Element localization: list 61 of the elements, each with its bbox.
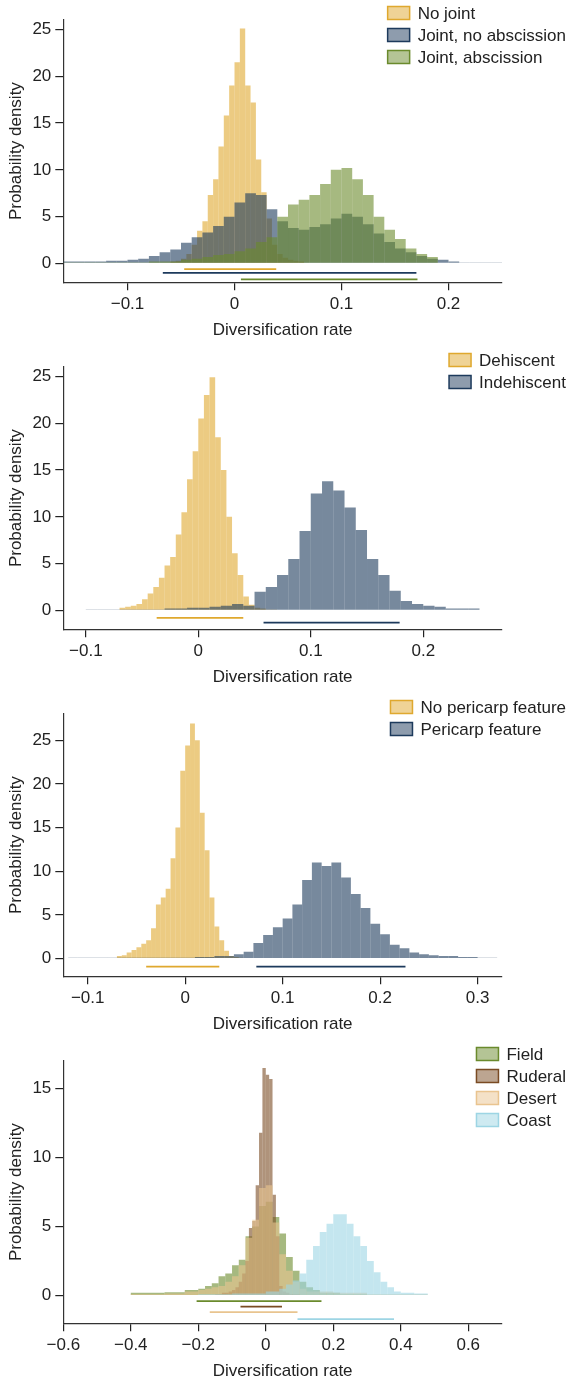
legend-label: Joint, abscission <box>417 47 543 67</box>
y-axis-title: Probability density <box>5 775 25 915</box>
x-tick-label: 0.2 <box>321 1335 346 1355</box>
y-tick-label: 15 <box>32 1078 52 1098</box>
x-axis-title: Diversification rate <box>212 1014 353 1034</box>
y-tick-label: 5 <box>41 1216 52 1236</box>
x-tick-label: 0.1 <box>298 641 323 661</box>
y-tick-label: 25 <box>32 366 52 386</box>
legend-label: Field <box>506 1044 544 1064</box>
x-axis-title: Diversification rate <box>212 1361 353 1381</box>
x-axis-title: Diversification rate <box>212 320 353 340</box>
y-tick-label: 10 <box>32 861 52 881</box>
x-tick-label: 0.3 <box>465 988 490 1008</box>
x-tick-label: −0.1 <box>110 294 145 314</box>
legend-label: Pericarp feature <box>420 719 542 739</box>
y-tick-label: 20 <box>32 412 52 432</box>
y-tick-label: 0 <box>41 600 52 620</box>
y-tick-label: 0 <box>41 253 52 273</box>
y-tick-label: 25 <box>32 729 52 749</box>
x-tick-label: −0.6 <box>46 1335 81 1355</box>
legend-label: Indehiscent <box>479 372 567 392</box>
y-tick-label: 0 <box>41 948 52 968</box>
legend-label: Dehiscent <box>479 350 555 370</box>
y-tick-label: 10 <box>32 1147 52 1167</box>
y-tick-label: 20 <box>32 65 52 85</box>
y-tick-label: 20 <box>32 773 52 793</box>
y-tick-label: 15 <box>32 459 52 479</box>
x-tick-label: −0.2 <box>181 1335 216 1355</box>
y-tick-label: 5 <box>41 904 52 924</box>
x-tick-label: −0.1 <box>70 988 105 1008</box>
legend-label: No joint <box>417 3 476 23</box>
x-tick-label: 0.1 <box>270 988 295 1008</box>
x-tick-label: 0.1 <box>329 294 354 314</box>
x-axis-title: Diversification rate <box>212 667 353 687</box>
y-tick-label: 15 <box>32 112 52 132</box>
legend-label: Joint, no abscission <box>417 25 567 45</box>
x-tick-label: 0.6 <box>456 1335 481 1355</box>
x-tick-label: −0.1 <box>69 641 103 661</box>
y-tick-label: 5 <box>41 206 52 226</box>
x-tick-label: 0 <box>180 988 190 1008</box>
x-tick-label: 0 <box>229 294 240 314</box>
x-tick-label: 0.2 <box>368 988 392 1008</box>
x-tick-label: 0.2 <box>436 294 461 314</box>
legend-label: Coast <box>506 1110 552 1130</box>
y-tick-label: 25 <box>32 19 52 39</box>
y-axis-title: Probability density <box>5 428 25 568</box>
y-tick-label: 10 <box>32 159 52 179</box>
y-tick-label: 15 <box>32 817 52 837</box>
x-tick-label: 0.4 <box>388 1335 413 1355</box>
x-tick-label: 0.2 <box>411 641 436 661</box>
x-tick-label: 0 <box>261 1335 271 1355</box>
legend-label: Desert <box>506 1088 557 1108</box>
y-axis-title: Probability density <box>5 81 25 221</box>
y-tick-label: 10 <box>32 506 52 526</box>
legend-label: No pericarp feature <box>420 697 567 717</box>
legend-label: Ruderal <box>506 1066 567 1086</box>
y-tick-label: 0 <box>41 1285 52 1305</box>
x-tick-label: 0 <box>193 641 204 661</box>
x-tick-label: −0.4 <box>114 1335 148 1355</box>
y-tick-label: 5 <box>41 553 52 573</box>
y-axis-title: Probability density <box>5 1122 25 1262</box>
